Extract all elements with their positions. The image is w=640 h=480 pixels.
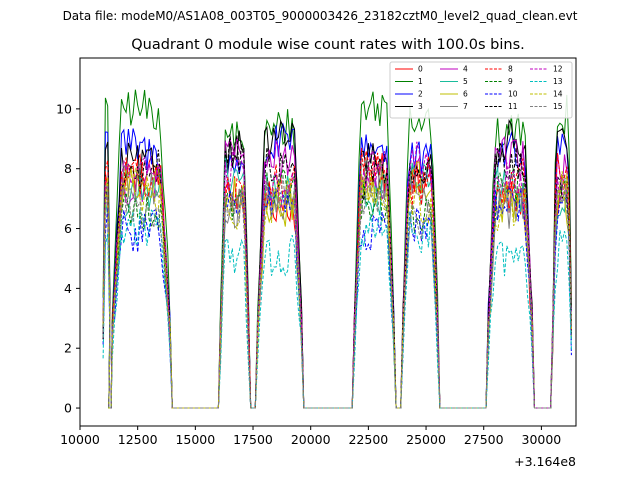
legend-label: 4	[463, 65, 468, 74]
x-tick-label: 25000	[406, 432, 446, 447]
y-axis: 0 2 4 6 8 10	[56, 101, 80, 416]
legend-label: 8	[508, 65, 513, 74]
series-line-13	[102, 208, 572, 409]
series-line-7	[102, 160, 572, 409]
plot-frame	[79, 57, 577, 427]
series-line-14	[102, 167, 572, 409]
legend-label: 2	[418, 90, 423, 99]
series-line-1	[102, 89, 572, 409]
y-tick-label: 4	[64, 281, 72, 296]
legend-label: 6	[463, 90, 468, 99]
x-tick-label: 10000	[60, 432, 100, 447]
x-tick-label: 27500	[464, 432, 504, 447]
legend-box	[389, 61, 573, 119]
chart-title: Quadrant 0 module wise count rates with …	[131, 37, 525, 53]
series-line-9	[102, 167, 572, 409]
legend-label: 12	[553, 65, 563, 74]
y-tick-label: 10	[56, 101, 72, 116]
x-tick-label: 20000	[291, 432, 331, 447]
x-offset-label: +3.164e8	[514, 454, 576, 469]
x-tick-label: 17500	[233, 432, 273, 447]
y-tick-label: 8	[64, 161, 72, 176]
x-tick-label: 30000	[522, 432, 562, 447]
series-line-4	[102, 135, 572, 409]
series-line-15	[102, 174, 572, 409]
legend-label: 3	[418, 102, 423, 111]
series-line-3	[102, 119, 572, 409]
legend-label: 9	[508, 77, 513, 86]
series-line-11	[102, 133, 572, 409]
datafile-label: Data file: modeM0/AS1A08_003T05_90000034…	[63, 9, 578, 23]
legend-label: 14	[553, 90, 563, 99]
plot-lines	[102, 89, 572, 409]
legend-label: 0	[418, 65, 423, 74]
x-tick-label: 12500	[118, 432, 158, 447]
y-tick-label: 6	[64, 221, 72, 236]
legend-label: 5	[463, 77, 468, 86]
legend-label: 1	[418, 77, 423, 86]
legend-label: 15	[553, 102, 563, 111]
y-tick-label: 2	[64, 341, 72, 356]
x-tick-label: 22500	[348, 432, 388, 447]
legend-label: 10	[508, 90, 518, 99]
y-tick-label: 0	[64, 401, 72, 416]
series-line-12	[102, 141, 572, 409]
series-line-8	[102, 147, 572, 409]
series-line-5	[102, 155, 572, 409]
legend-label: 11	[508, 102, 518, 111]
x-tick-label: 15000	[175, 432, 215, 447]
series-line-10	[102, 185, 572, 409]
legend-label: 7	[463, 102, 468, 111]
x-axis: 10000 12500 15000 17500 20000 22500 25000 27500…	[60, 426, 561, 447]
series-line-2	[102, 122, 572, 409]
legend-label: 13	[553, 77, 563, 86]
